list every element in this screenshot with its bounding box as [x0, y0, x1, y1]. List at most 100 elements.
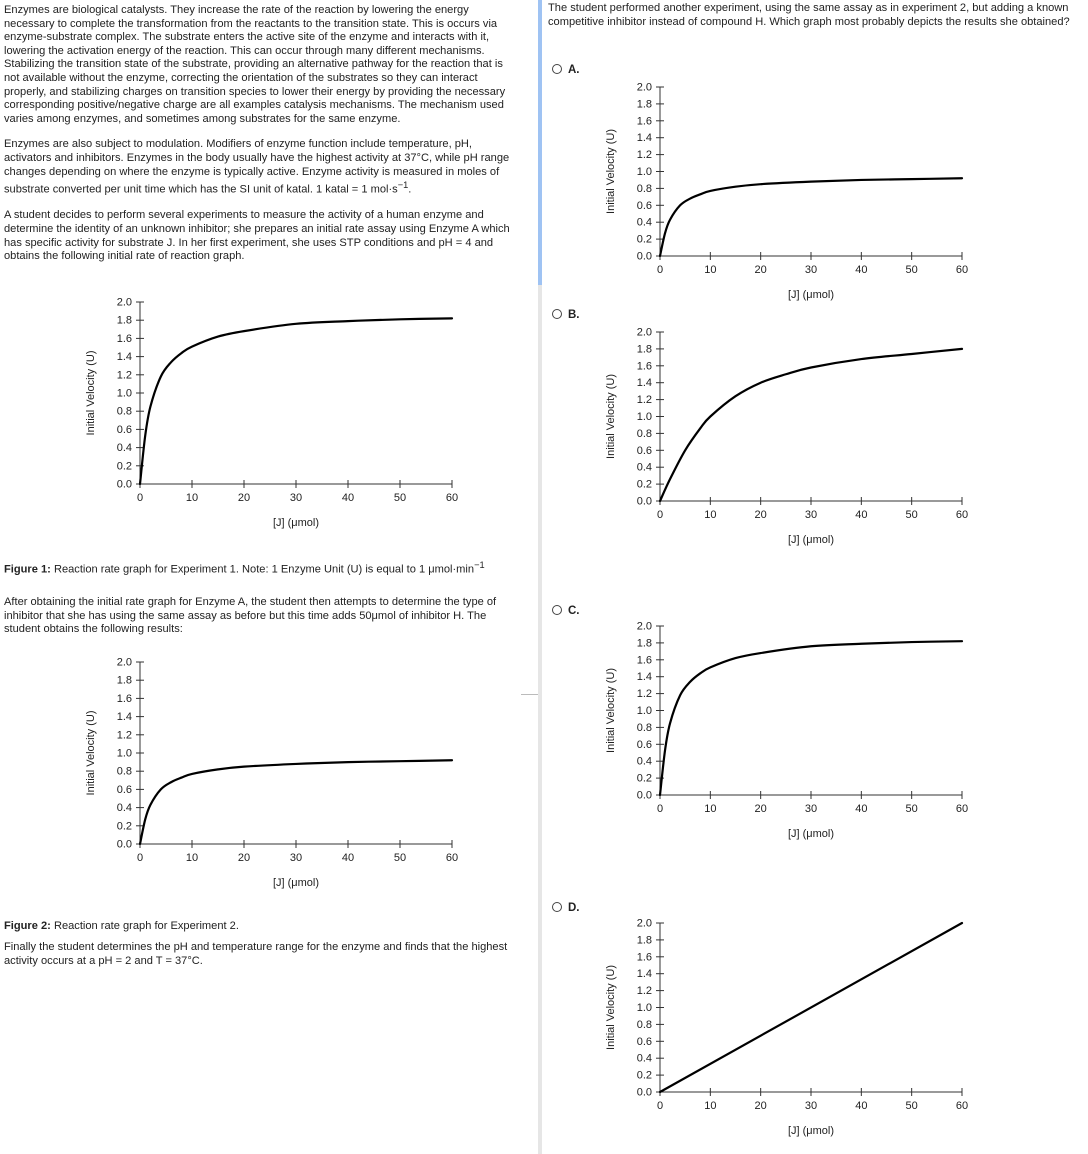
- y-tick-label: 1.6: [637, 360, 652, 372]
- y-tick-label: 0.0: [637, 1087, 652, 1099]
- option-c-label: C.: [568, 605, 580, 617]
- y-tick-label: 1.2: [637, 985, 652, 997]
- x-tick-label: 10: [704, 1100, 716, 1112]
- option-d-chart[interactable]: 0.0 0.2 0.4 0.6 0.8 1.0 1.2 1.4 1.6 1.8 2.0 0 10 20 30…: [600, 911, 970, 1146]
- x-tick-label: 30: [805, 264, 817, 276]
- passage-paragraph-2: Enzymes are also subject to modulation. …: [4, 138, 516, 197]
- data-curve: [658, 921, 964, 1094]
- y-tick-label: 0.6: [637, 739, 652, 751]
- y-tick-label: 0.2: [637, 234, 652, 246]
- x-tick-label: 60: [446, 492, 458, 504]
- y-tick-label: 0.8: [637, 428, 652, 440]
- passage-paragraph-3: A student decides to perform several exp…: [4, 209, 510, 263]
- option-c-chart[interactable]: 0.0 0.2 0.4 0.6 0.8 1.0 1.2 1.4 1.6 1.8 2.0 0 10 20 30…: [600, 614, 970, 849]
- y-tick-label: 1.4: [637, 968, 652, 980]
- x-tick-label: 40: [855, 264, 867, 276]
- x-tick-label: 50: [906, 803, 918, 815]
- option-b-radio[interactable]: [552, 309, 562, 319]
- y-tick-label: 0.6: [637, 445, 652, 457]
- option-d-radio[interactable]: [552, 902, 562, 912]
- y-tick-label: 1.0: [637, 411, 652, 423]
- x-tick-label: 20: [755, 1100, 767, 1112]
- option-a-radio[interactable]: [552, 64, 562, 74]
- y-tick-label: 0.8: [637, 1019, 652, 1031]
- y-tick-label: 0.2: [637, 773, 652, 785]
- figure-1-caption-superscript: −1: [474, 560, 485, 570]
- y-tick-label: 1.6: [117, 693, 132, 705]
- y-tick-label: 0.0: [637, 496, 652, 508]
- x-tick-label: 0: [657, 264, 663, 276]
- data-curve: [138, 759, 454, 846]
- x-tick-label: 10: [704, 803, 716, 815]
- x-tick-label: 60: [956, 264, 968, 276]
- y-tick-label: 2.0: [637, 82, 652, 94]
- passage-paragraph-1: Enzymes are biological catalysts. They i…: [4, 4, 506, 125]
- y-tick-label: 1.8: [637, 98, 652, 110]
- option-a-chart[interactable]: 0.0 0.2 0.4 0.6 0.8 1.0 1.2 1.4 1.6 1.8 2.0 0 10 20 30…: [600, 75, 970, 310]
- passage-panel: Enzymes are biological catalysts. They i…: [0, 0, 521, 978]
- x-tick-label: 30: [290, 492, 302, 504]
- y-tick-label: 0.0: [117, 839, 132, 851]
- passage-paragraph-2-text: Enzymes are also subject to modulation. …: [4, 138, 510, 196]
- y-tick-label: 1.0: [637, 705, 652, 717]
- y-tick-label: 0.8: [117, 766, 132, 778]
- y-tick-label: 1.8: [637, 343, 652, 355]
- option-c-radio[interactable]: [552, 605, 562, 615]
- x-tick-label: 50: [906, 264, 918, 276]
- y-tick-label: 0.4: [637, 217, 652, 229]
- x-tick-label: 10: [704, 509, 716, 521]
- y-axis-title: Initial Velocity (U): [605, 129, 617, 214]
- y-tick-label: 1.4: [117, 351, 132, 363]
- y-tick-label: 2.0: [117, 297, 132, 309]
- option-d[interactable]: D.: [552, 902, 580, 914]
- y-axis-title: Initial Velocity (U): [605, 668, 617, 753]
- figure-1-caption-text: Reaction rate graph for Experiment 1. No…: [50, 563, 475, 576]
- y-tick-label: 1.2: [637, 688, 652, 700]
- y-tick-label: 1.0: [637, 166, 652, 178]
- y-tick-label: 1.8: [117, 315, 132, 327]
- x-tick-label: 50: [906, 1100, 918, 1112]
- x-axis-title: [J] (μmol): [788, 1125, 834, 1137]
- option-b[interactable]: B.: [552, 309, 580, 321]
- x-tick-label: 60: [956, 1100, 968, 1112]
- x-tick-label: 40: [855, 509, 867, 521]
- data-curve: [658, 177, 964, 258]
- x-tick-label: 60: [446, 852, 458, 864]
- y-tick-label: 2.0: [637, 621, 652, 633]
- question-text: The student performed another experiment…: [548, 2, 1070, 28]
- y-tick-label: 0.6: [117, 784, 132, 796]
- passage-paragraph-4: After obtaining the initial rate graph f…: [4, 596, 497, 636]
- y-tick-label: 0.4: [637, 756, 652, 768]
- x-tick-label: 30: [290, 852, 302, 864]
- y-tick-label: 1.8: [637, 934, 652, 946]
- y-tick-label: 0.2: [637, 479, 652, 491]
- option-c[interactable]: C.: [552, 605, 580, 617]
- data-curve: [658, 347, 964, 503]
- y-tick-label: 1.6: [637, 115, 652, 127]
- y-tick-label: 2.0: [117, 657, 132, 669]
- x-tick-label: 0: [657, 1100, 663, 1112]
- passage-paragraph-2-end: .: [408, 183, 412, 196]
- y-axis-title: Initial Velocity (U): [85, 711, 97, 796]
- figure-1-chart: 0.0 0.2 0.4 0.6 0.8 1.0 1.2 1.4 1.6 1.8 2.0 0 10 20 30…: [85, 297, 458, 530]
- y-tick-label: 1.0: [117, 748, 132, 760]
- x-tick-label: 10: [704, 264, 716, 276]
- option-a[interactable]: A.: [552, 64, 580, 76]
- option-b-chart[interactable]: 0.0 0.2 0.4 0.6 0.8 1.0 1.2 1.4 1.6 1.8 2.0 0 10 20 30…: [600, 320, 970, 555]
- scrollbar-thumb[interactable]: [538, 0, 542, 285]
- y-axis-title: Initial Velocity (U): [605, 374, 617, 459]
- x-axis-title: [J] (μmol): [273, 517, 319, 529]
- figure-2-caption: Figure 2: Reaction rate graph for Experi…: [4, 920, 516, 934]
- option-d-label: D.: [568, 902, 580, 914]
- y-tick-label: 0.2: [637, 1070, 652, 1082]
- passage-paragraph-5: Finally the student determines the pH an…: [4, 941, 508, 967]
- x-tick-label: 50: [394, 852, 406, 864]
- y-tick-label: 1.4: [637, 132, 652, 144]
- scrollbar-track[interactable]: [538, 0, 542, 1154]
- figure-1-caption-label: Figure 1:: [4, 563, 51, 576]
- x-tick-label: 20: [238, 492, 250, 504]
- y-tick-label: 1.4: [637, 377, 652, 389]
- y-tick-label: 1.2: [637, 394, 652, 406]
- y-tick-label: 0.4: [637, 462, 652, 474]
- y-tick-label: 2.0: [637, 918, 652, 930]
